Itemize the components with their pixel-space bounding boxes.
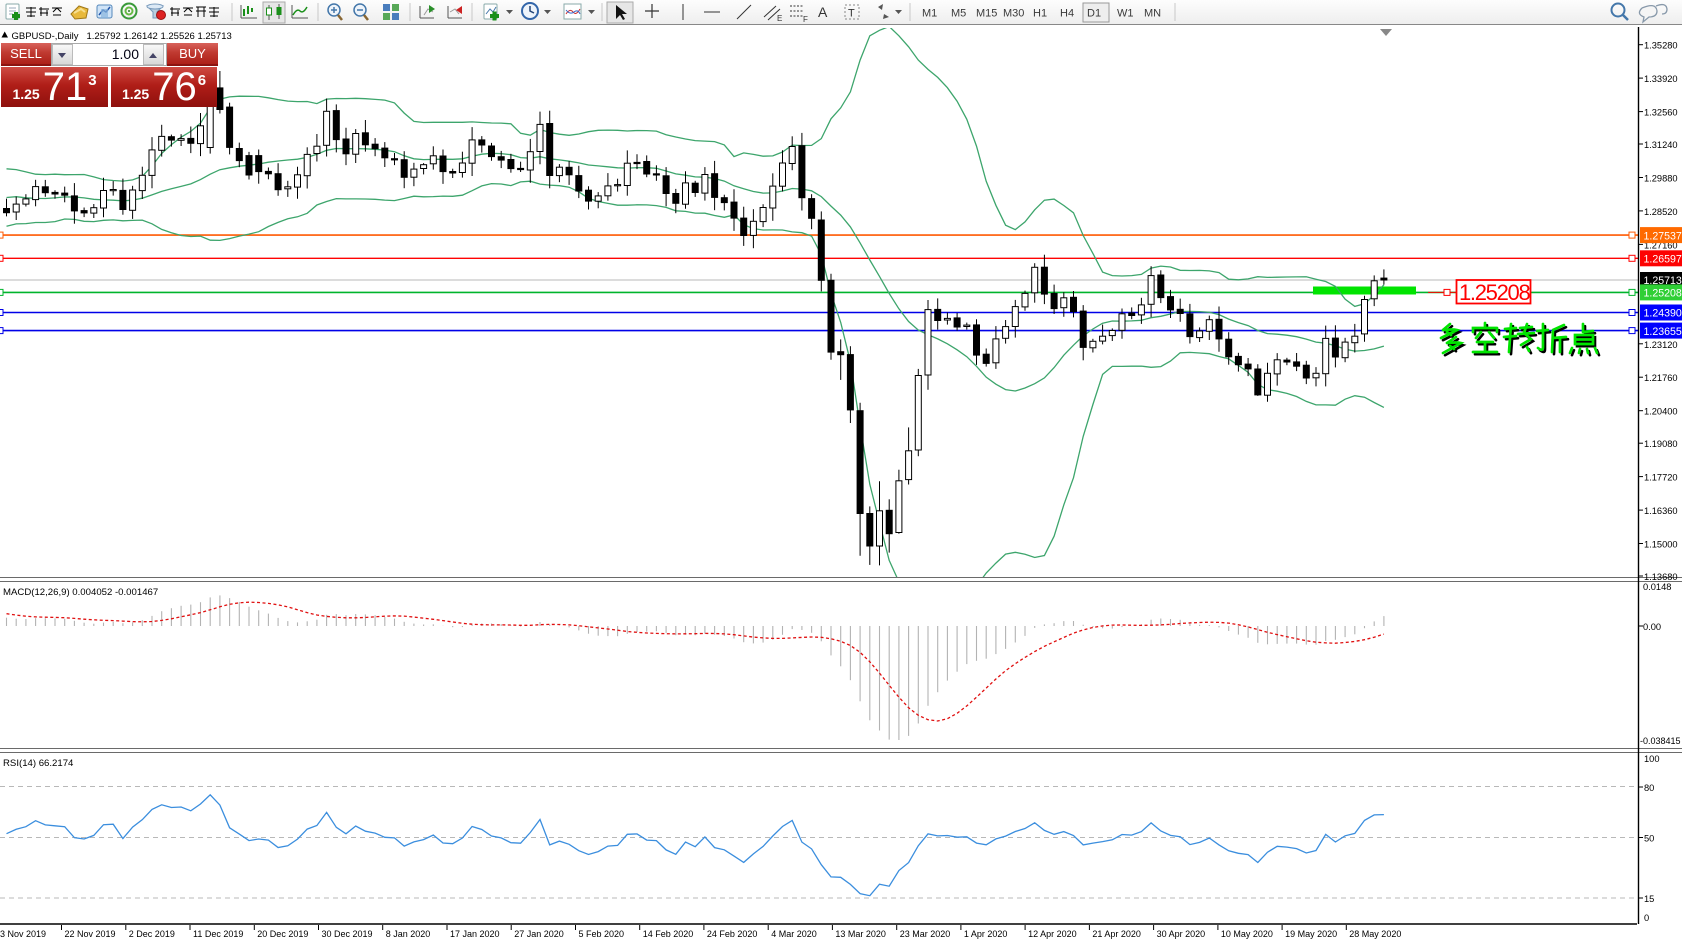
- svg-text:1.16360: 1.16360: [1644, 506, 1678, 516]
- svg-text:1.35280: 1.35280: [1644, 41, 1678, 51]
- svg-text:1.21760: 1.21760: [1644, 373, 1678, 383]
- svg-text:1.31240: 1.31240: [1644, 140, 1678, 150]
- svg-text:50: 50: [1644, 834, 1654, 844]
- svg-text:10 May 2020: 10 May 2020: [1221, 929, 1273, 939]
- svg-text:1.29880: 1.29880: [1644, 174, 1678, 184]
- svg-text:H1: H1: [1033, 8, 1047, 20]
- svg-text:0: 0: [1644, 913, 1649, 923]
- svg-text:80: 80: [1644, 783, 1654, 793]
- svg-text:M15: M15: [976, 8, 997, 20]
- svg-text:3 Nov 2019: 3 Nov 2019: [0, 929, 46, 939]
- svg-text:E: E: [777, 14, 782, 23]
- svg-text:M1: M1: [922, 8, 937, 20]
- svg-text:1.25208: 1.25208: [1644, 288, 1682, 300]
- svg-text:1.25208: 1.25208: [1459, 280, 1530, 305]
- svg-text:28 May 2020: 28 May 2020: [1349, 929, 1401, 939]
- svg-text:F: F: [803, 15, 808, 24]
- svg-text:0.00: 0.00: [1643, 622, 1661, 632]
- svg-text:1.28520: 1.28520: [1644, 207, 1678, 217]
- svg-text:14 Feb 2020: 14 Feb 2020: [643, 929, 694, 939]
- svg-text:1.23655: 1.23655: [1644, 326, 1682, 338]
- svg-text:H4: H4: [1060, 8, 1074, 20]
- svg-text:MACD(12,26,9) 0.004052 -0.0014: MACD(12,26,9) 0.004052 -0.001467: [3, 587, 158, 598]
- svg-text:11 Dec 2019: 11 Dec 2019: [193, 929, 243, 939]
- svg-text:-0.038415: -0.038415: [1640, 736, 1681, 746]
- svg-text:19 May 2020: 19 May 2020: [1285, 929, 1337, 939]
- svg-text:12 Apr 2020: 12 Apr 2020: [1028, 929, 1077, 939]
- svg-text:1.19080: 1.19080: [1644, 439, 1678, 449]
- svg-text:M5: M5: [951, 8, 966, 20]
- svg-text:T: T: [848, 8, 855, 20]
- svg-text:15: 15: [1644, 894, 1654, 904]
- svg-text:13 Mar 2020: 13 Mar 2020: [835, 929, 886, 939]
- svg-text:1.13680: 1.13680: [1644, 572, 1678, 582]
- svg-text:24 Feb 2020: 24 Feb 2020: [707, 929, 758, 939]
- svg-text:1.32560: 1.32560: [1644, 108, 1678, 118]
- svg-text:1.17720: 1.17720: [1644, 473, 1678, 483]
- svg-text:20 Dec 2019: 20 Dec 2019: [257, 929, 308, 939]
- svg-text:100: 100: [1644, 754, 1660, 764]
- svg-text:30 Dec 2019: 30 Dec 2019: [322, 929, 373, 939]
- svg-text:M30: M30: [1003, 8, 1024, 20]
- svg-text:W1: W1: [1117, 8, 1134, 20]
- svg-text:1.15000: 1.15000: [1644, 540, 1678, 550]
- svg-text:4 Mar 2020: 4 Mar 2020: [771, 929, 817, 939]
- svg-text:GBPUSD-,Daily: GBPUSD-,Daily: [12, 31, 79, 42]
- svg-text:A: A: [818, 4, 828, 20]
- svg-text:1 Apr 2020: 1 Apr 2020: [964, 929, 1008, 939]
- svg-text:1.24390: 1.24390: [1644, 308, 1682, 320]
- svg-text:RSI(14) 66.2174: RSI(14) 66.2174: [3, 758, 74, 769]
- svg-text:MN: MN: [1144, 8, 1161, 20]
- svg-text:17 Jan 2020: 17 Jan 2020: [450, 929, 500, 939]
- svg-text:1.26597: 1.26597: [1644, 254, 1682, 266]
- svg-text:21 Apr 2020: 21 Apr 2020: [1092, 929, 1141, 939]
- svg-text:1.25792 1.26142 1.25526 1.2571: 1.25792 1.26142 1.25526 1.25713: [87, 31, 232, 42]
- svg-text:1.33920: 1.33920: [1644, 74, 1678, 84]
- svg-text:1.27160: 1.27160: [1644, 240, 1678, 250]
- svg-text:1.27537: 1.27537: [1644, 230, 1682, 242]
- svg-text:27 Jan 2020: 27 Jan 2020: [514, 929, 564, 939]
- svg-text:22 Nov 2019: 22 Nov 2019: [65, 929, 116, 939]
- svg-text:1.20400: 1.20400: [1644, 407, 1678, 417]
- svg-text:1.23120: 1.23120: [1644, 340, 1678, 350]
- svg-text:0.0148: 0.0148: [1643, 582, 1671, 592]
- svg-text:5 Feb 2020: 5 Feb 2020: [579, 929, 625, 939]
- svg-text:30 Apr 2020: 30 Apr 2020: [1157, 929, 1206, 939]
- svg-text:23 Mar 2020: 23 Mar 2020: [900, 929, 951, 939]
- svg-text:1.25713: 1.25713: [1644, 275, 1682, 287]
- svg-text:8 Jan 2020: 8 Jan 2020: [386, 929, 431, 939]
- svg-text:2 Dec 2019: 2 Dec 2019: [129, 929, 175, 939]
- svg-text:D1: D1: [1087, 8, 1101, 20]
